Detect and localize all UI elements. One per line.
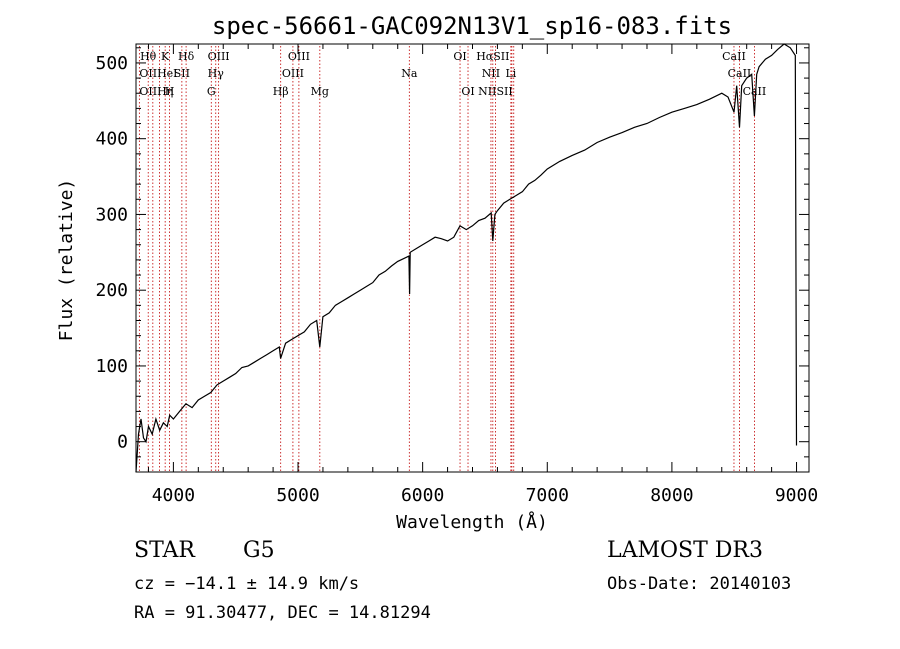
line-label: Mg [311,85,329,98]
line-label: Na [401,67,418,80]
line-label: G [207,85,216,98]
line-label: OI [461,85,474,98]
obs-date: Obs-Date: 20140103 [607,574,792,594]
x-tick-label: 7000 [526,485,569,506]
line-label: Hδ [178,50,195,63]
plot-frame [135,43,810,473]
y-axis-label: Flux (relative) [56,179,77,342]
line-label: OIIHη [139,85,173,98]
y-tick-label: 200 [95,280,128,301]
line-label: Li [505,67,516,80]
x-tick-label: 9000 [775,485,818,506]
y-tick-label: 400 [95,129,128,150]
line-label: OIIHeI [139,67,177,80]
x-tick-label: 8000 [650,485,693,506]
spectrum-line [135,43,798,473]
object-class: STAR [134,538,195,563]
line-label: SII [174,67,190,80]
x-axis-label: Wavelength (Å) [396,511,548,533]
y-tick-label: 500 [95,53,128,74]
line-label: OIII [208,50,230,63]
y-tick-label: 300 [95,204,128,225]
object-subclass: G5 [243,538,275,563]
line-label: Hθ [140,50,157,63]
line-label: OI [453,50,466,63]
line-label: Hβ [273,85,289,98]
survey-label: LAMOST DR3 [607,538,763,563]
line-label: NII [482,67,500,80]
line-label: HαSII [476,50,509,63]
axes: 4000 5000 6000 7000 8000 9000 0 100 200 300 400 500 [95,43,818,506]
redshift-line: cz = −14.1 ± 14.9 km/s [134,574,360,594]
chart-title: spec-56661-GAC092N13V1_sp16-083.fits [212,12,732,40]
line-label: OIII [282,67,304,80]
marker-lines [138,46,755,471]
line-label: K [161,50,170,63]
coordinates: RA = 91.30477, DEC = 14.81294 [134,603,431,623]
y-tick-label: 100 [95,356,128,377]
x-tick-label: 6000 [401,485,444,506]
x-tick-label: 4000 [152,485,195,506]
line-label: Hγ [208,67,225,80]
line-label: OIII [288,50,310,63]
line-label: CaII [722,50,746,63]
y-tick-label: 0 [117,432,128,453]
series-layer [135,43,798,473]
line-label: CaII [728,67,752,80]
x-tick-label: 5000 [276,485,319,506]
line-label: NIISII [478,85,513,98]
line-label: CaII [743,85,767,98]
line-label: H [165,85,175,98]
